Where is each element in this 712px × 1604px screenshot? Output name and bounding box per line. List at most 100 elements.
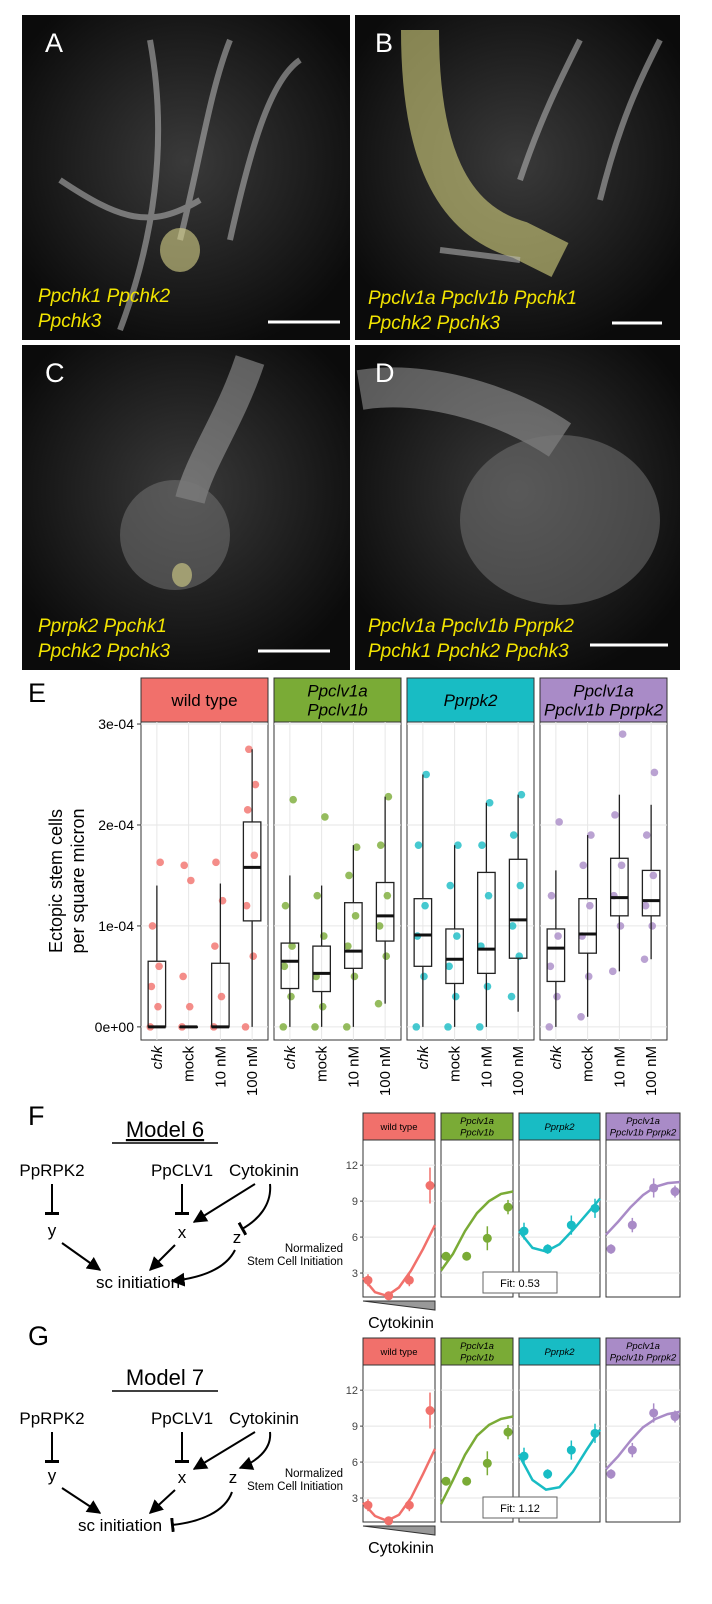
micrograph-b xyxy=(355,15,680,340)
point xyxy=(345,871,353,880)
point xyxy=(517,790,526,799)
node: y xyxy=(48,1466,57,1485)
genotype: Ppchk1 Ppchk2 xyxy=(38,286,170,307)
point xyxy=(363,1500,373,1510)
model-title: Model 7 xyxy=(126,1365,204,1390)
node: Cytokinin xyxy=(229,1161,299,1180)
point xyxy=(566,1445,576,1455)
point xyxy=(289,795,297,804)
facet-label: Ppclv1a xyxy=(626,1116,660,1127)
panel xyxy=(605,1139,681,1298)
point xyxy=(287,992,295,1001)
x-axis-label: Cytokinin xyxy=(368,1315,434,1332)
panel-letter: C xyxy=(45,358,65,388)
y-axis-label: Normalized xyxy=(285,1243,343,1255)
point xyxy=(251,780,260,789)
y-axis-label: Ectopic stem cells xyxy=(46,809,66,953)
box xyxy=(280,942,300,990)
panel xyxy=(362,1139,436,1298)
point xyxy=(475,1023,484,1031)
facet-label: Ppclv1a xyxy=(626,1341,660,1352)
y-tick-label: 3e-04 xyxy=(98,716,134,732)
fit-curve xyxy=(362,1448,437,1523)
point xyxy=(627,1445,637,1455)
point xyxy=(414,841,423,849)
point xyxy=(374,999,383,1008)
point xyxy=(425,1406,435,1416)
x-tick-label: 100 nM xyxy=(377,1046,394,1096)
x-tick-label: mock xyxy=(580,1046,597,1082)
point xyxy=(412,1023,421,1031)
point xyxy=(503,1202,513,1212)
facet-strip xyxy=(140,677,269,723)
genotype: Ppchk3 xyxy=(38,311,102,332)
node: x xyxy=(178,1223,187,1242)
fit-curve xyxy=(439,1415,514,1505)
fit-curve xyxy=(518,1197,601,1253)
point xyxy=(553,992,561,1001)
point xyxy=(554,932,562,940)
y-tick-label: 6 xyxy=(352,1232,358,1244)
point xyxy=(618,730,627,738)
x-tick-label: 100 nM xyxy=(244,1046,261,1096)
panel xyxy=(518,1139,601,1298)
box xyxy=(375,881,395,942)
facet-label: Ppclv1b Pprpk2 xyxy=(610,1128,677,1139)
point xyxy=(590,1203,600,1213)
point xyxy=(445,962,453,971)
x-tick-label: mock xyxy=(181,1046,198,1082)
facet-label: Ppclv1b xyxy=(307,700,367,719)
point xyxy=(383,891,392,900)
point xyxy=(156,858,164,867)
point xyxy=(606,1244,616,1254)
point xyxy=(321,813,329,821)
point xyxy=(648,922,657,930)
facet-label: Pprpk2 xyxy=(544,1347,575,1358)
point xyxy=(180,861,189,870)
fit-curve xyxy=(362,1224,437,1298)
point xyxy=(640,955,649,964)
point xyxy=(543,1244,553,1254)
panel-letter: F xyxy=(28,1101,45,1131)
panel xyxy=(440,1139,514,1298)
point xyxy=(384,1291,394,1301)
panel-letter: D xyxy=(375,358,395,388)
point xyxy=(147,982,156,991)
node: sc initiation xyxy=(96,1273,180,1292)
node: PpCLV1 xyxy=(151,1409,213,1428)
genotype: Ppclv1a Ppclv1b Ppchk1 xyxy=(368,288,577,309)
facet-label: wild type xyxy=(380,1347,418,1358)
point xyxy=(242,901,251,910)
point xyxy=(670,1412,680,1422)
y-tick-label: 3 xyxy=(352,1493,358,1505)
point xyxy=(670,1187,680,1197)
facet-label: Ppclv1a xyxy=(307,681,367,700)
genotype: Ppclv1a Ppclv1b Pprpk2 xyxy=(368,616,574,637)
micrograph-a xyxy=(22,15,350,340)
point xyxy=(352,843,361,851)
facet-strip xyxy=(362,1112,436,1141)
x-tick-label: 10 nM xyxy=(345,1046,362,1088)
point xyxy=(404,1500,414,1510)
node: y xyxy=(48,1221,57,1240)
point xyxy=(584,972,593,981)
point xyxy=(211,942,219,950)
facet-label: Ppclv1b Pprpk2 xyxy=(610,1353,677,1364)
point xyxy=(454,841,462,849)
facet-strip xyxy=(273,677,402,723)
box xyxy=(445,928,465,985)
facet-label: Ppclv1b Pprpk2 xyxy=(544,700,664,719)
y-tick-label: 6 xyxy=(352,1457,358,1469)
panel xyxy=(273,721,402,1041)
point xyxy=(404,1275,414,1285)
point xyxy=(313,891,322,900)
point xyxy=(590,1428,600,1438)
x-tick-label: chk xyxy=(415,1045,432,1070)
point xyxy=(462,1251,472,1261)
point xyxy=(509,831,518,839)
point xyxy=(212,858,220,867)
point xyxy=(375,922,384,930)
point xyxy=(382,952,391,961)
genotype: Ppchk1 Ppchk2 Ppchk3 xyxy=(368,641,569,662)
